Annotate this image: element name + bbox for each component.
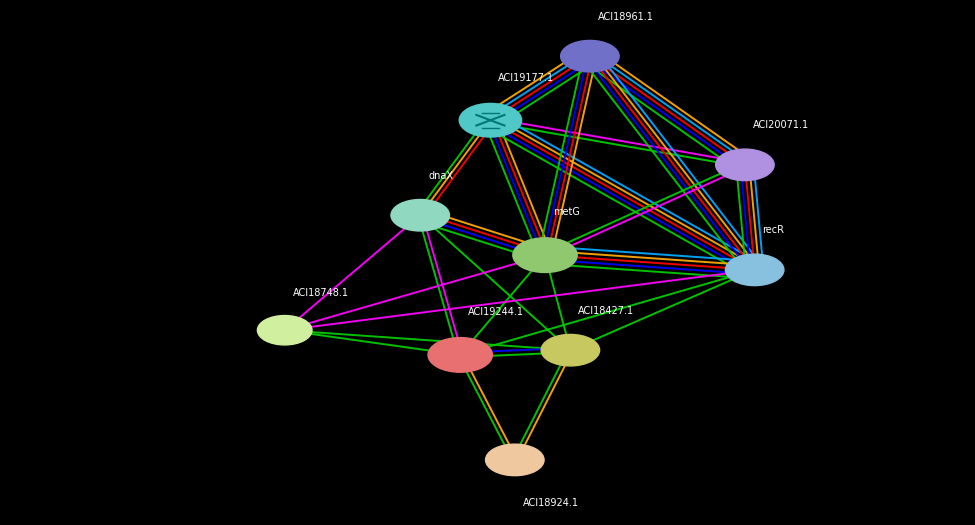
Text: ACI20071.1: ACI20071.1 [753,120,809,130]
Text: ACI19244.1: ACI19244.1 [468,307,524,317]
Circle shape [513,238,577,272]
Text: metG: metG [553,207,580,217]
Text: dnaX: dnaX [428,171,453,181]
Circle shape [725,254,784,286]
Text: ACI18961.1: ACI18961.1 [598,12,653,22]
Text: ACI18427.1: ACI18427.1 [578,306,635,316]
Circle shape [428,338,492,372]
Circle shape [486,444,544,476]
Circle shape [561,40,619,72]
Text: ACI19177.1: ACI19177.1 [498,74,555,83]
Circle shape [391,200,449,231]
Circle shape [257,316,312,345]
Circle shape [541,334,600,366]
Circle shape [716,149,774,181]
Circle shape [459,103,522,137]
Text: recR: recR [762,225,785,235]
Text: ACI18748.1: ACI18748.1 [292,288,348,298]
Text: ACI18924.1: ACI18924.1 [523,498,578,508]
